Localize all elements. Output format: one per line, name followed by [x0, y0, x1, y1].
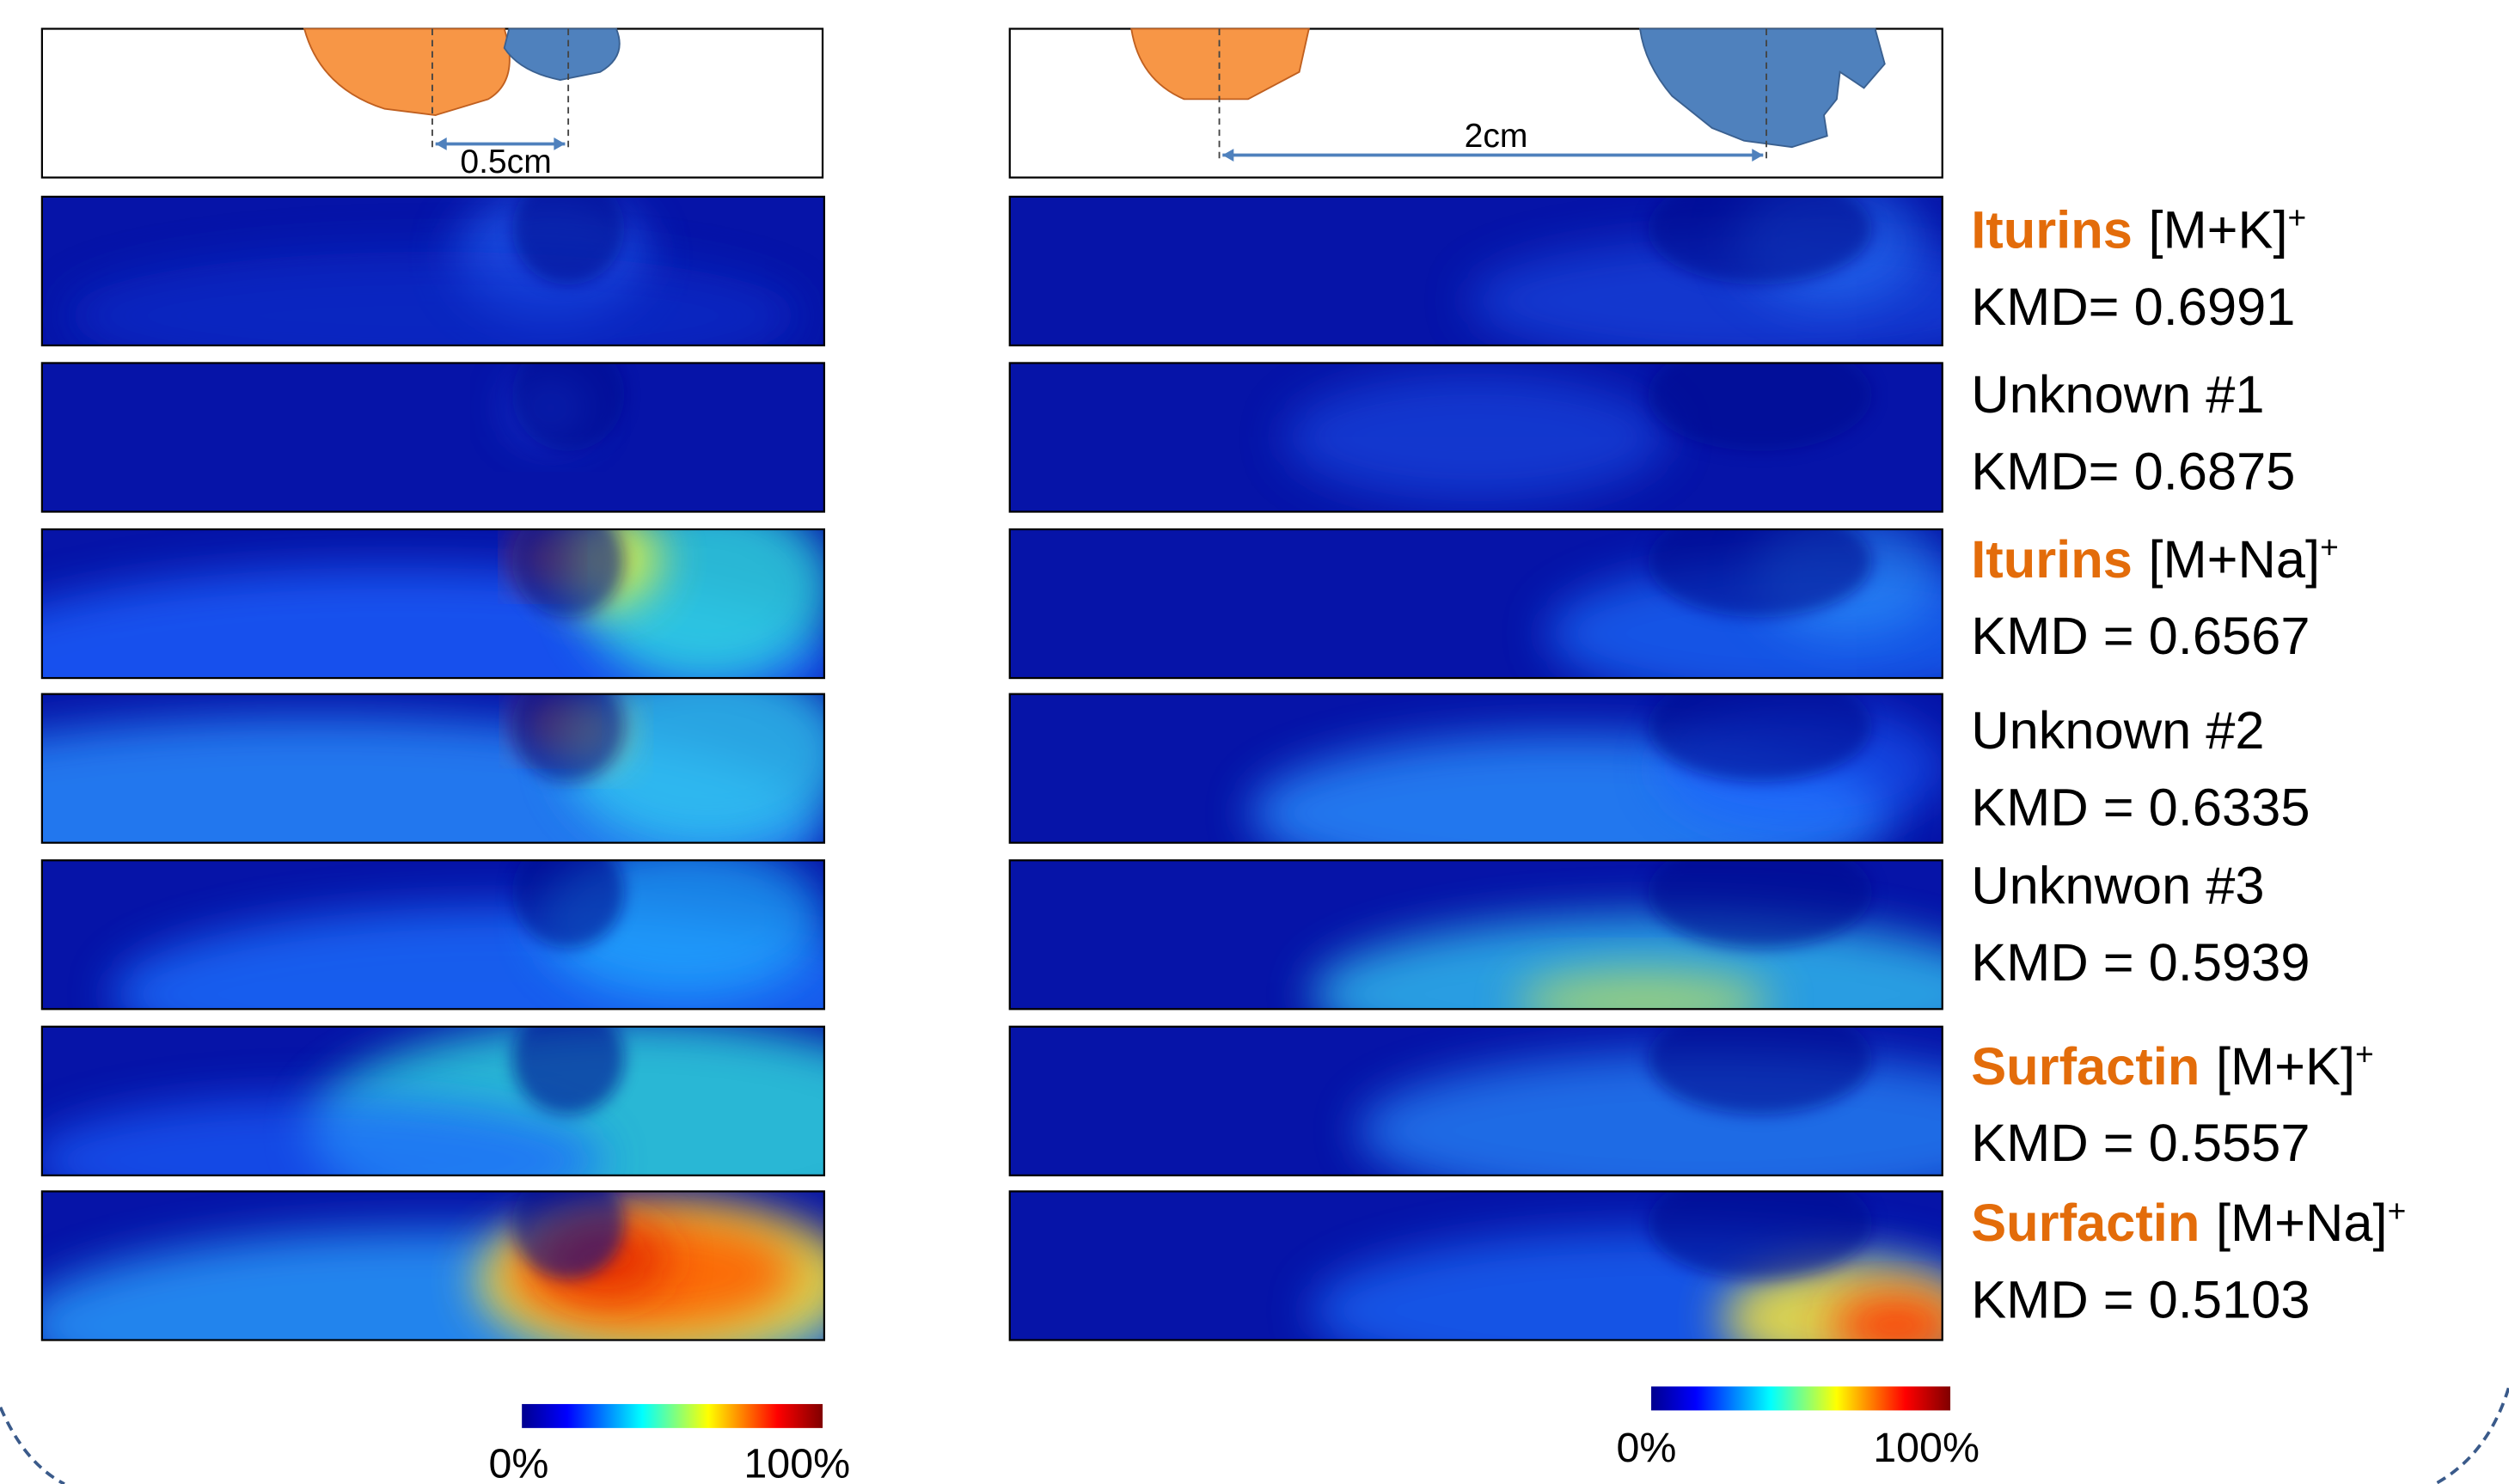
adduct: [M+Na]: [2148, 530, 2320, 589]
ion-map: [17, 1168, 860, 1421]
ion-map: [42, 173, 824, 380]
colorbar-right: 0% 100%: [1616, 1386, 1980, 1470]
colorbar-max: 100%: [744, 1441, 850, 1484]
colony-shadow: [512, 1003, 624, 1115]
colorbar-max: 100%: [1873, 1425, 1980, 1471]
charge: +: [2388, 1193, 2407, 1229]
colony-shadow: [1648, 836, 1872, 948]
ion-map: [42, 339, 824, 512]
colony-shadow: [1648, 670, 1872, 782]
compound-name: Iturins [M+Na]+: [1971, 528, 2339, 589]
compound-name: Unknwon #3: [1971, 856, 2264, 915]
map-bg: [42, 363, 824, 511]
compound: Surfactin: [1971, 1194, 2200, 1253]
charge: +: [2355, 1035, 2374, 1072]
compound-name: Iturins[M+K]+: [1971, 199, 2306, 260]
distance-label: 2cm: [1465, 118, 1528, 155]
charge: +: [2320, 528, 2339, 565]
kmd: KMD = 0.5103: [1971, 1270, 2310, 1329]
adduct: [M+K]: [2216, 1037, 2355, 1096]
kmd: KMD = 0.5557: [1971, 1114, 2310, 1173]
intensity-region: [65, 252, 801, 380]
kmd: KMD= 0.6875: [1971, 442, 2295, 501]
intensity-region: [1832, 1293, 1960, 1357]
colony-shadow: [512, 505, 624, 617]
intensity-region: [1284, 374, 1668, 502]
kmd: KMD = 0.6335: [1971, 778, 2310, 837]
colorbar-left: 0% 100%: [488, 1404, 850, 1484]
schematic-right: 2cm: [1010, 28, 1943, 177]
colony-shadow: [512, 339, 624, 451]
kmd: KMD= 0.6991: [1971, 278, 2295, 337]
charge: +: [2288, 199, 2307, 235]
intensity-region: [1516, 969, 1772, 1033]
colony-shadow: [512, 670, 624, 782]
ion-map: [1010, 173, 2044, 365]
kmd: KMD = 0.6567: [1971, 607, 2310, 666]
page: {"distances":["0.5cm","2cm"], "compounds…: [0, 0, 2509, 1484]
colony-shadow: [512, 173, 624, 284]
ion-map: [1010, 1168, 2015, 1390]
ion-map: [1010, 1003, 2061, 1211]
compound: Iturins: [1971, 200, 2133, 260]
colorbar-min: 0%: [1616, 1425, 1676, 1471]
colony-shadow: [512, 1168, 624, 1279]
colony-shadow: [1648, 173, 1872, 284]
colony-shadow: [1648, 1003, 1872, 1115]
compound: Surfactin: [1971, 1037, 2200, 1096]
compound-name: Surfactin [M+K]+: [1971, 1035, 2374, 1096]
compound-name: Unknown #2: [1971, 701, 2264, 760]
ion-map: [1010, 505, 2059, 705]
ion-maps: [0, 173, 2061, 1421]
distance-label: 0.5cm: [460, 144, 551, 180]
colony-shadow: [1648, 1168, 1872, 1279]
decor-arc: [2435, 1388, 2509, 1484]
colony-shadow: [512, 836, 624, 948]
adduct: [M+Na]: [2216, 1194, 2388, 1253]
kmd: KMD = 0.5939: [1971, 933, 2310, 992]
compound: Unknown #2: [1971, 701, 2264, 760]
colony-shadow: [1648, 339, 1872, 451]
ion-map: [1010, 339, 1943, 512]
compound: Unknwon #3: [1971, 856, 2264, 915]
compound-name: Unknown #1: [1971, 365, 2264, 424]
colorbar-min: 0%: [488, 1441, 548, 1484]
decor-arc: [0, 1408, 64, 1484]
schematic-left: 0.5cm: [42, 28, 823, 180]
compound: Unknown #1: [1971, 365, 2264, 424]
compound-name: Surfactin [M+Na]+: [1971, 1193, 2406, 1253]
compound: Iturins: [1971, 530, 2133, 589]
figure: 0.5cm 2cm Iturins[M+K]+KMD= 0.6991Unknow…: [0, 0, 2509, 1484]
adduct: [M+K]: [2148, 200, 2287, 260]
colony-shadow: [1648, 505, 1872, 617]
